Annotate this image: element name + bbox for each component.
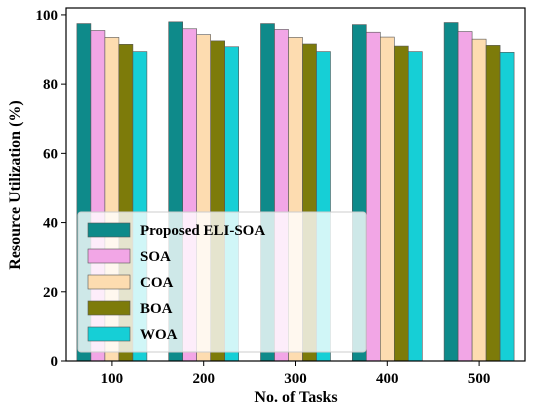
legend-swatch xyxy=(87,300,131,316)
bar-boa-500 xyxy=(485,45,501,362)
y-tick-label: 40 xyxy=(43,216,58,232)
y-axis-title: Resource Utilization (%) xyxy=(7,100,24,269)
legend-swatch xyxy=(87,326,131,342)
y-tick-label: 20 xyxy=(43,285,58,301)
legend-label: SOA xyxy=(140,249,171,265)
x-tick-label: 400 xyxy=(376,371,399,387)
bar-soa-500 xyxy=(457,31,473,362)
legend-label: Proposed ELI-SOA xyxy=(140,223,265,239)
x-tick-label: 100 xyxy=(101,371,124,387)
x-tick-label: 300 xyxy=(284,371,307,387)
x-tick-label: 500 xyxy=(468,371,491,387)
x-tick-label: 200 xyxy=(192,371,215,387)
x-axis: 100 200 300 400 500 xyxy=(101,361,491,387)
legend-swatch xyxy=(87,222,131,238)
legend-label: COA xyxy=(140,275,174,291)
y-tick-label: 60 xyxy=(43,146,58,162)
bar-woa-400 xyxy=(407,51,423,362)
bar-soa-400 xyxy=(365,31,381,362)
legend-label: BOA xyxy=(140,301,173,317)
bar-boa-400 xyxy=(393,45,409,362)
legend-label: WOA xyxy=(140,327,178,343)
bar-coa-400 xyxy=(379,36,395,362)
y-axis: 0 20 40 60 80 100 xyxy=(36,8,66,370)
y-tick-label: 100 xyxy=(36,8,59,24)
bar-proposed-eli-soa-500 xyxy=(443,22,459,362)
legend-swatch xyxy=(87,248,131,264)
bar-coa-500 xyxy=(471,38,487,362)
legend: Proposed ELI-SOA SOA COA BOA WOA xyxy=(77,211,367,353)
legend-swatch xyxy=(87,274,131,290)
y-tick-label: 80 xyxy=(43,77,58,93)
bar-woa-500 xyxy=(499,51,515,362)
x-axis-title: No. of Tasks xyxy=(254,389,337,406)
y-tick-label: 0 xyxy=(51,354,59,370)
legend-box xyxy=(77,211,367,353)
